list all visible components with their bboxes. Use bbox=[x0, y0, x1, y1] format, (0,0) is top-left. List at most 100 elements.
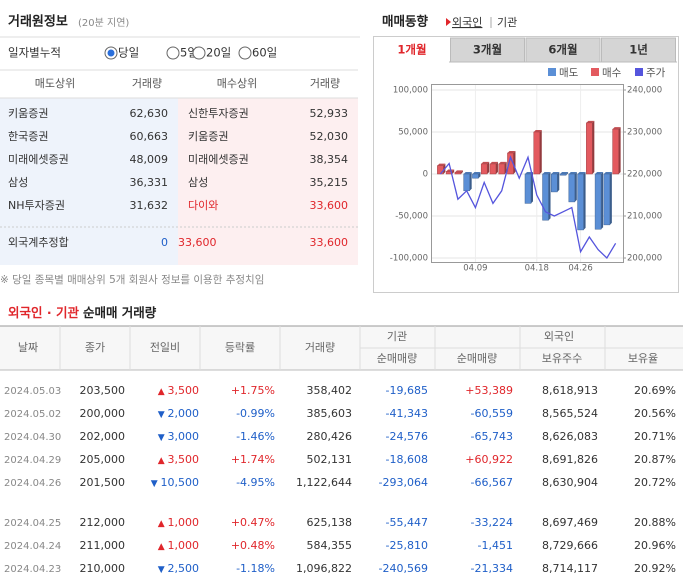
table-cell: -0.99% bbox=[236, 407, 275, 420]
tab[interactable] bbox=[450, 37, 525, 63]
table-cell: 8,626,083 bbox=[542, 430, 598, 443]
y2-tick-label: 240,000 bbox=[627, 86, 662, 96]
table-cell: +53,389 bbox=[465, 384, 513, 397]
legend-swatch bbox=[591, 68, 599, 76]
table-cell: -41,343 bbox=[386, 407, 428, 420]
link[interactable]: 외국인 bbox=[452, 16, 482, 29]
x-tick-label: 04.09 bbox=[463, 264, 487, 274]
buy-volume: 52,933 bbox=[310, 107, 349, 120]
change-value: 2,500 bbox=[168, 562, 200, 575]
change-cell: ▲ 3,500 bbox=[158, 453, 199, 466]
radio[interactable] bbox=[238, 46, 252, 60]
change-value: 3,500 bbox=[168, 384, 200, 397]
radio[interactable] bbox=[166, 46, 180, 60]
link[interactable]: 기관 bbox=[497, 16, 517, 29]
bar-side bbox=[618, 127, 621, 174]
tab[interactable] bbox=[374, 37, 450, 63]
table-cell: 20.88% bbox=[634, 516, 676, 529]
table-cell: 280,426 bbox=[307, 430, 353, 443]
foreign-buy-broker: 33,600 bbox=[178, 236, 217, 249]
bar-top bbox=[577, 172, 586, 174]
tab[interactable] bbox=[525, 37, 601, 63]
bar-side bbox=[548, 172, 551, 221]
col-header: 매도상위 bbox=[35, 77, 75, 90]
table-cell: 20.71% bbox=[634, 430, 676, 443]
bar bbox=[472, 173, 479, 179]
bar-side bbox=[539, 130, 542, 174]
change-cell: ▼ 2,500 bbox=[158, 562, 199, 575]
bar-top bbox=[463, 172, 472, 174]
table-cell: -1.18% bbox=[236, 562, 275, 575]
footnote: ※ 당일 종목별 매매상위 5개 회원사 정보를 이용한 추정치임 bbox=[0, 273, 264, 286]
change-cell: ▼ 3,000 bbox=[158, 430, 199, 443]
change-value: 1,000 bbox=[168, 539, 200, 552]
y2-tick-label: 200,000 bbox=[627, 254, 662, 264]
foreign-buy: 33,600 bbox=[310, 236, 349, 249]
delay-note: (20분 지연) bbox=[78, 17, 129, 29]
y-tick-label: 100,000 bbox=[393, 86, 428, 96]
radio[interactable] bbox=[192, 46, 206, 60]
sell-volume: 60,663 bbox=[130, 130, 169, 143]
table-cell: -1.46% bbox=[236, 430, 275, 443]
sell-volume: 31,632 bbox=[130, 199, 169, 212]
tab-label[interactable]: 3개월 bbox=[473, 43, 502, 57]
bar-side bbox=[592, 120, 595, 174]
table-cell: 8,697,469 bbox=[542, 516, 598, 529]
bar bbox=[594, 173, 602, 230]
foreign-sell: 0 bbox=[161, 236, 168, 249]
table-cell: -33,224 bbox=[471, 516, 513, 529]
table-cell: -65,743 bbox=[471, 430, 513, 443]
price-line bbox=[439, 155, 617, 260]
date-cell: 2024.04.23 bbox=[4, 564, 61, 575]
buy-volume: 33,600 bbox=[310, 199, 349, 212]
sell-volume: 36,331 bbox=[130, 176, 169, 189]
buy-volume: 38,354 bbox=[310, 153, 349, 166]
date-cell: 2024.05.03 bbox=[4, 386, 61, 397]
y-tick-label: 0 bbox=[423, 170, 428, 180]
tab-label[interactable]: 6개월 bbox=[548, 43, 577, 57]
table-cell: 201,500 bbox=[80, 476, 126, 489]
date-cell: 2024.04.24 bbox=[4, 541, 61, 552]
buy-broker: 키움증권 bbox=[188, 130, 228, 143]
bar-top bbox=[489, 161, 498, 164]
col-header: 등락률 bbox=[225, 341, 255, 354]
change-arrow: ▼ bbox=[151, 479, 161, 489]
tab-label[interactable]: 1년 bbox=[629, 43, 648, 57]
bar-top bbox=[454, 170, 463, 173]
bar bbox=[498, 163, 505, 175]
bar bbox=[612, 128, 619, 175]
panel-title: 매매동향 bbox=[382, 14, 429, 29]
bar-side bbox=[478, 172, 481, 179]
bar bbox=[480, 163, 488, 175]
bar bbox=[533, 131, 541, 175]
table-cell: -60,559 bbox=[471, 407, 513, 420]
bar-top bbox=[498, 161, 507, 164]
y-tick-label: 50,000 bbox=[398, 128, 428, 138]
buy-broker: 미래에셋증권 bbox=[188, 153, 249, 166]
table-cell: 8,714,117 bbox=[542, 562, 598, 575]
radio-label[interactable]: 60일 bbox=[252, 46, 277, 60]
radio-label[interactable]: 20일 bbox=[206, 46, 231, 60]
bar-side bbox=[583, 172, 586, 230]
change-cell: ▲ 1,000 bbox=[158, 539, 199, 552]
buy-volume: 35,215 bbox=[310, 176, 349, 189]
y-tick-label: -100,000 bbox=[390, 254, 428, 264]
bar bbox=[577, 173, 584, 231]
radio-dot bbox=[107, 49, 115, 57]
bar-side bbox=[531, 172, 533, 204]
buy-bg bbox=[178, 98, 358, 265]
sell-broker: 한국증권 bbox=[8, 130, 48, 143]
col-header: 거래량 bbox=[132, 77, 162, 90]
tab-label[interactable]: 1개월 bbox=[397, 43, 426, 57]
legend-label: 매수 bbox=[602, 67, 622, 79]
bar bbox=[445, 171, 453, 175]
tab[interactable] bbox=[601, 37, 676, 63]
radio-label[interactable]: 당일 bbox=[118, 46, 139, 60]
sell-bg bbox=[0, 98, 178, 265]
bar bbox=[524, 173, 532, 204]
bar-top bbox=[551, 172, 560, 174]
table-cell: 212,000 bbox=[80, 516, 126, 529]
col-header: 보유주수 bbox=[542, 352, 582, 365]
date-cell: 2024.04.26 bbox=[4, 478, 61, 489]
